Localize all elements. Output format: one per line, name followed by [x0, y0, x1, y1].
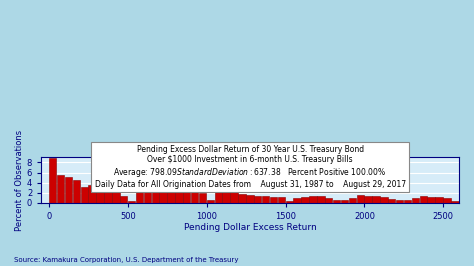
Bar	[333, 200, 340, 203]
Bar	[443, 198, 451, 203]
Bar	[49, 159, 56, 203]
Bar	[183, 190, 191, 203]
Bar	[152, 181, 159, 203]
Bar	[428, 197, 435, 203]
Bar	[96, 186, 104, 203]
Bar	[207, 200, 214, 203]
Bar	[365, 196, 372, 203]
Bar	[222, 190, 230, 203]
Bar	[262, 196, 269, 203]
Bar	[89, 185, 96, 203]
Bar	[246, 194, 254, 203]
Bar	[435, 197, 443, 203]
Bar	[372, 196, 380, 203]
Bar	[301, 197, 309, 203]
Bar	[254, 196, 262, 203]
Bar	[144, 181, 151, 203]
Bar	[112, 192, 119, 203]
Bar	[175, 189, 182, 203]
Bar	[278, 197, 285, 203]
Bar	[341, 200, 348, 203]
Bar	[238, 194, 246, 203]
Bar	[349, 198, 356, 203]
Bar	[419, 196, 427, 203]
Text: Source: Kamakura Corporation, U.S. Department of the Treasury: Source: Kamakura Corporation, U.S. Depar…	[14, 257, 239, 263]
Bar	[356, 195, 364, 203]
Bar	[396, 200, 403, 203]
Bar	[104, 185, 112, 203]
Bar	[412, 198, 419, 203]
Bar	[57, 175, 64, 203]
Bar	[65, 177, 72, 203]
Bar	[215, 192, 222, 203]
Bar	[285, 201, 293, 203]
Bar	[191, 192, 199, 203]
Bar	[293, 198, 301, 203]
Bar	[81, 186, 88, 203]
Bar	[73, 180, 80, 203]
Bar	[451, 201, 458, 203]
Bar	[136, 189, 143, 203]
Bar	[388, 199, 395, 203]
Bar	[128, 201, 135, 203]
Bar	[199, 193, 206, 203]
Bar	[159, 186, 167, 203]
Bar	[270, 197, 277, 203]
Bar	[309, 196, 317, 203]
Bar	[167, 188, 175, 203]
Bar	[380, 197, 388, 203]
Bar	[317, 196, 325, 203]
Bar	[120, 196, 128, 203]
Bar	[230, 192, 238, 203]
Bar	[325, 198, 332, 203]
Text: Pending Excess Dollar Return of 30 Year U.S. Treasury Bond
Over $1000 Investment: Pending Excess Dollar Return of 30 Year …	[94, 145, 406, 189]
Y-axis label: Percent of Observations: Percent of Observations	[15, 130, 24, 231]
X-axis label: Pending Dollar Excess Return: Pending Dollar Excess Return	[184, 223, 317, 232]
Bar	[404, 200, 411, 203]
